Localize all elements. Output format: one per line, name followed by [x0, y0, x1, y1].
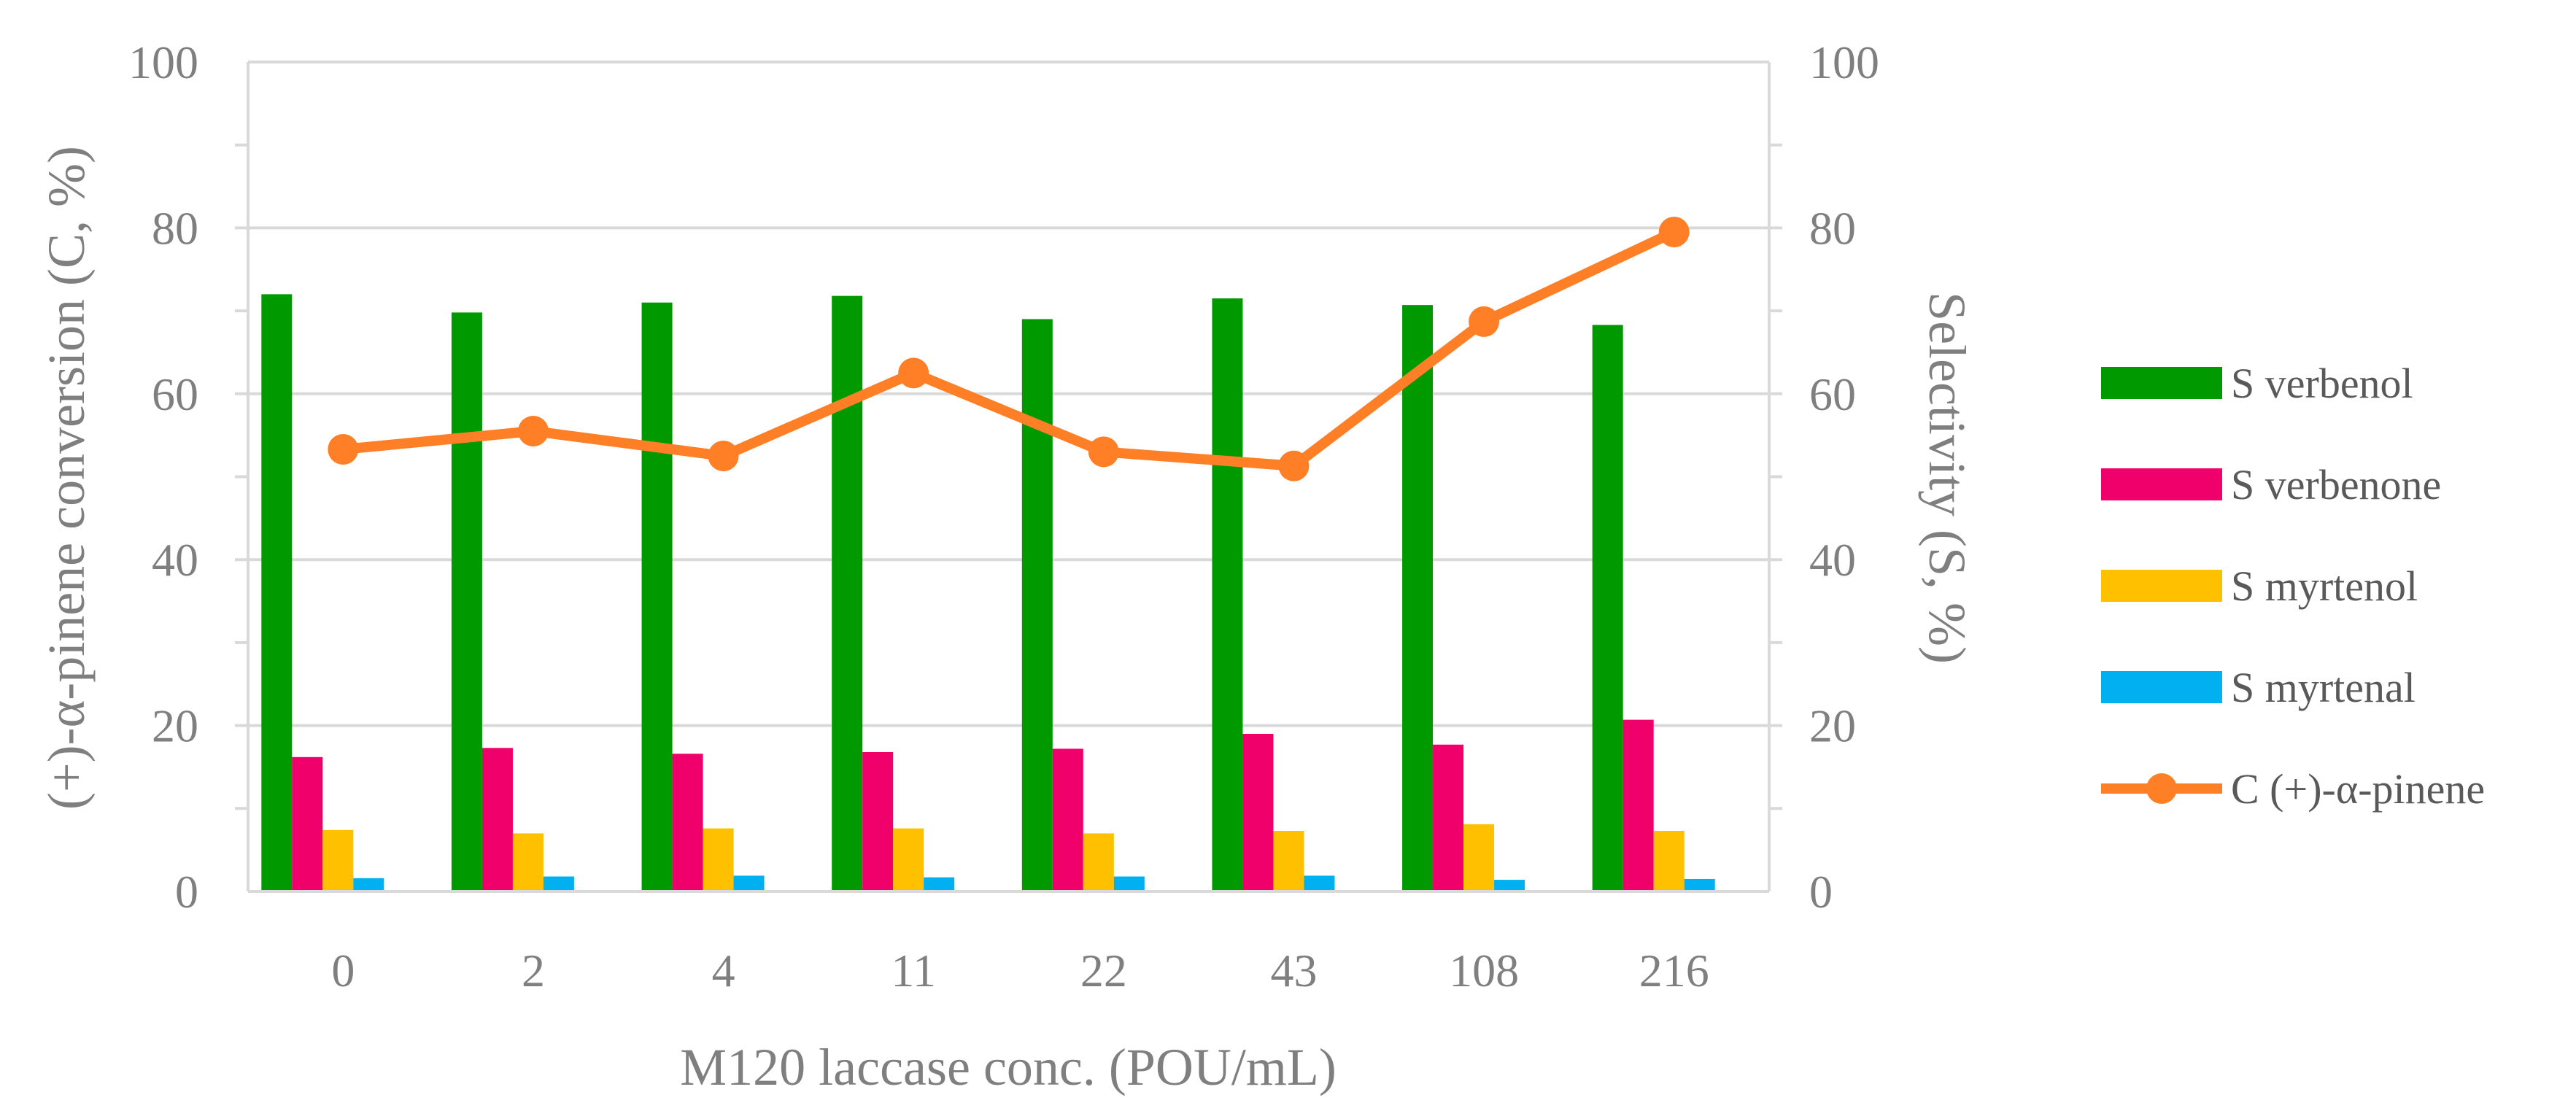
- conversion-point: [1469, 306, 1500, 337]
- right-tick-label: 0: [1809, 866, 1833, 918]
- right-tick-label: 60: [1809, 368, 1856, 420]
- bar-s-verbenol: [1021, 319, 1053, 892]
- bar-s-verbenol: [1402, 305, 1434, 891]
- bar-s-myrtenol: [1083, 833, 1114, 891]
- line-series: [328, 217, 1690, 481]
- left-axis-ticks: 0 20 40 60 80 100: [128, 36, 198, 918]
- x-tick-label: 0: [331, 945, 355, 996]
- left-axis-title: (+)-α-pinene conversion (C, %): [37, 146, 96, 810]
- legend-marker: [2146, 773, 2177, 804]
- left-tick-label: 40: [152, 534, 198, 586]
- bar-s-myrtenol: [512, 833, 544, 891]
- bar-s-verbenol: [261, 294, 293, 891]
- bar-s-verbenone: [1242, 733, 1274, 891]
- x-tick-label: 216: [1639, 945, 1709, 996]
- right-axis-ticks: 0 20 40 60 80 100: [1809, 36, 1879, 918]
- legend-entry: S verbenol: [2101, 360, 2413, 407]
- bar-s-myrtenol: [1653, 830, 1685, 891]
- legend-entry: S myrtenol: [2101, 562, 2418, 610]
- bar-s-verbenone: [292, 756, 323, 891]
- bar-s-verbenol: [1592, 325, 1623, 892]
- left-tick-label: 80: [152, 202, 198, 254]
- bar-s-verbenone: [672, 754, 703, 891]
- bar-s-verbenone: [1052, 748, 1083, 891]
- legend-entry: S myrtenal: [2101, 664, 2416, 711]
- x-axis-ticks: 0 2 4 11 22 43 108 216: [331, 945, 1709, 996]
- bar-s-myrtenal: [543, 876, 574, 891]
- bar-s-myrtenal: [924, 877, 955, 891]
- right-tick-label: 40: [1809, 534, 1856, 586]
- conversion-line: [342, 227, 1676, 471]
- left-tick-label: 100: [128, 36, 198, 88]
- conversion-point: [328, 433, 359, 465]
- bar-s-verbenone: [1622, 719, 1654, 891]
- conversion-point: [517, 415, 549, 446]
- bar-s-myrtenal: [353, 878, 384, 891]
- bar-s-verbenone: [1433, 744, 1464, 891]
- left-tick-label: 60: [152, 368, 198, 420]
- legend-entry: C (+)-α-pinene: [2101, 765, 2485, 813]
- legend-entry: S verbenone: [2101, 461, 2441, 508]
- x-tick-label: 11: [891, 945, 936, 996]
- bar-s-myrtenal: [1494, 880, 1525, 891]
- legend-label: S verbenol: [2231, 360, 2413, 407]
- right-tick-label: 100: [1809, 36, 1879, 88]
- left-tick-label: 20: [152, 700, 198, 752]
- bar-s-myrtenol: [703, 828, 734, 891]
- legend-swatch: [2101, 570, 2222, 602]
- legend-label: S myrtenal: [2231, 664, 2416, 711]
- bar-series: [261, 294, 1715, 892]
- bar-s-myrtenal: [1304, 875, 1335, 891]
- bar-s-verbenol: [1212, 298, 1243, 891]
- legend-swatch: [2101, 367, 2222, 399]
- bar-s-verbenol: [641, 302, 673, 892]
- bar-s-myrtenol: [322, 829, 354, 891]
- axes: [247, 62, 1771, 893]
- legend: S verbenol S verbenone S myrtenol S myrtena…: [2101, 360, 2485, 813]
- left-tick-label: 0: [175, 866, 198, 918]
- bar-s-myrtenal: [1684, 878, 1715, 891]
- x-tick-label: 108: [1449, 945, 1519, 996]
- conversion-point: [898, 357, 929, 389]
- x-axis-title: M120 laccase conc. (POU/mL): [680, 1038, 1337, 1096]
- legend-label: C (+)-α-pinene: [2231, 765, 2485, 813]
- right-axis-title: Selectivity (S, %): [1918, 292, 1976, 664]
- bar-s-verbenone: [862, 751, 894, 891]
- bar-s-verbenol: [832, 295, 863, 891]
- bar-s-myrtenol: [1273, 830, 1304, 891]
- right-tick-label: 20: [1809, 700, 1856, 752]
- legend-label: S verbenone: [2231, 461, 2441, 508]
- conversion-point: [1088, 436, 1119, 468]
- bar-s-verbenol: [451, 312, 482, 891]
- bar-s-myrtenal: [1113, 876, 1145, 891]
- legend-label: S myrtenol: [2231, 562, 2418, 610]
- conversion-point: [708, 441, 739, 472]
- right-tick-label: 80: [1809, 202, 1856, 254]
- x-tick-label: 43: [1270, 945, 1317, 996]
- x-tick-label: 4: [712, 945, 735, 996]
- x-tick-label: 22: [1080, 945, 1127, 996]
- x-tick-label: 2: [522, 945, 545, 996]
- legend-swatch: [2101, 671, 2222, 703]
- bar-s-myrtenol: [893, 828, 924, 891]
- bar-s-myrtenal: [733, 875, 765, 891]
- conversion-point: [1278, 450, 1310, 481]
- legend-swatch: [2101, 468, 2222, 500]
- conversion-point: [1658, 217, 1690, 248]
- bar-s-myrtenol: [1463, 824, 1495, 891]
- gridlines: [235, 61, 1782, 810]
- bar-s-verbenone: [481, 748, 513, 891]
